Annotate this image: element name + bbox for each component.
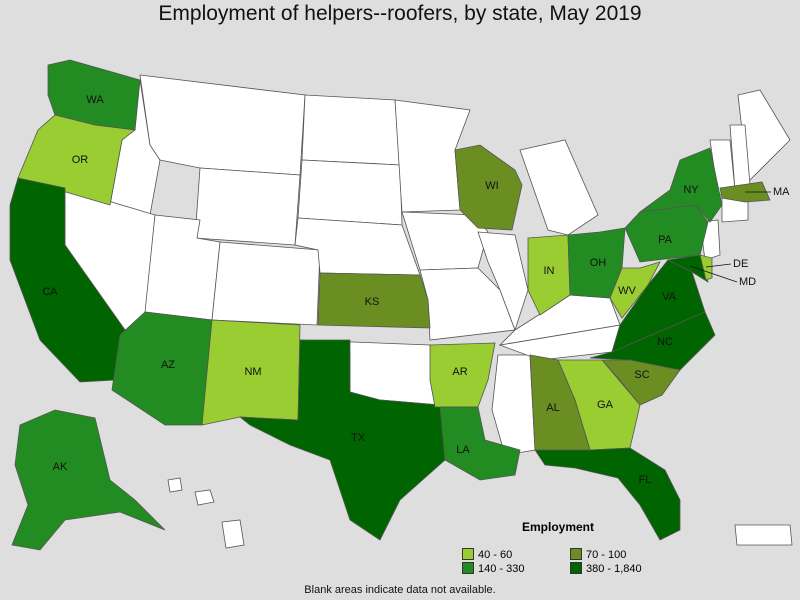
state-HI xyxy=(167,477,245,549)
state-label-MA: MA xyxy=(773,186,790,198)
state-label-NC: NC xyxy=(657,336,673,348)
legend-item: 380 - 1,840 xyxy=(570,562,642,575)
state-label-WA: WA xyxy=(86,94,104,106)
state-label-NM: NM xyxy=(244,366,261,378)
state-IA xyxy=(401,211,489,271)
state-MI xyxy=(519,139,599,236)
state-label-WV: WV xyxy=(618,285,636,297)
state-label-AZ: AZ xyxy=(161,359,175,371)
state-OR xyxy=(17,114,137,206)
map-title: Employment of helpers--roofers, by state… xyxy=(158,2,642,25)
legend-label: 40 - 60 xyxy=(478,549,513,561)
legend-label: 70 - 100 xyxy=(586,549,627,561)
legend-title: Employment xyxy=(522,520,595,534)
legend-swatch xyxy=(570,548,582,560)
state-label-LA: LA xyxy=(456,444,470,456)
state-label-AR: AR xyxy=(452,366,467,378)
label-leader-MD xyxy=(689,265,738,283)
state-WY xyxy=(194,167,301,246)
state-label-OR: OR xyxy=(72,154,89,166)
state-WV xyxy=(609,261,661,319)
state-label-VA: VA xyxy=(662,291,677,303)
state-SC xyxy=(601,359,681,406)
state-label-OH: OH xyxy=(590,257,607,269)
state-label-WI: WI xyxy=(485,180,498,192)
state-label-CA: CA xyxy=(42,286,58,298)
state-MT xyxy=(139,74,306,176)
state-label-NY: NY xyxy=(683,184,699,196)
state-TX xyxy=(238,339,446,541)
state-label-KS: KS xyxy=(365,296,380,308)
legend-item: 140 - 330 xyxy=(462,562,524,575)
state-LA xyxy=(439,406,521,481)
state-label-TX: TX xyxy=(351,432,366,444)
state-label-MD: MD xyxy=(739,276,756,288)
state-CA xyxy=(9,177,126,383)
state-label-FL: FL xyxy=(639,474,652,486)
state-label-GA: GA xyxy=(597,399,614,411)
state-WI xyxy=(454,144,523,231)
state-IN xyxy=(527,234,571,316)
state-KS xyxy=(317,272,431,329)
legend-item: 70 - 100 xyxy=(570,548,626,561)
state-label-DE: DE xyxy=(733,258,748,270)
state-DE xyxy=(699,254,713,281)
legend-item: 40 - 60 xyxy=(462,548,512,561)
state-FL xyxy=(534,447,681,541)
state-label-IN: IN xyxy=(544,265,555,277)
state-label-SC: SC xyxy=(634,369,649,381)
legend-label: 140 - 330 xyxy=(478,563,525,575)
state-NY xyxy=(638,147,723,223)
state-AK xyxy=(11,409,166,551)
state-label-AK: AK xyxy=(53,461,68,473)
label-leader-DE xyxy=(705,263,732,268)
no-data-states xyxy=(64,74,793,549)
state-MS xyxy=(491,354,536,456)
state-PR xyxy=(734,524,793,546)
legend-swatch xyxy=(570,562,582,574)
footnote: Blank areas indicate data not available. xyxy=(304,584,496,596)
state-SD xyxy=(297,159,403,226)
legend-swatch xyxy=(462,548,474,560)
state-ND xyxy=(301,94,401,166)
state-label-PA: PA xyxy=(658,234,673,246)
state-CO xyxy=(211,241,321,326)
state-label-AL: AL xyxy=(546,402,559,414)
legend-swatch xyxy=(462,562,474,574)
legend-label: 380 - 1,840 xyxy=(586,563,642,575)
state-MD xyxy=(666,254,709,283)
